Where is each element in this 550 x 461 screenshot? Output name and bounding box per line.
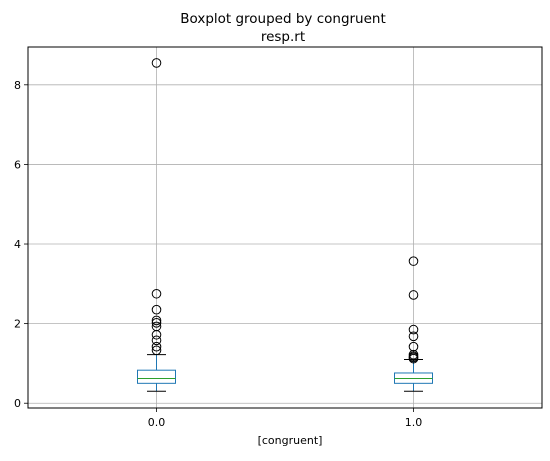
y-tick-label: 8	[14, 79, 21, 92]
outlier-point	[408, 256, 419, 266]
outlier-point	[151, 318, 162, 328]
boxes	[137, 58, 433, 392]
outlier-point	[151, 288, 162, 299]
y-tick-label: 2	[14, 318, 21, 331]
outlier-point	[151, 341, 162, 352]
box-1.0	[394, 256, 433, 392]
outlier-point	[408, 290, 419, 300]
outlier-point	[408, 349, 419, 360]
chart-title: Boxplot grouped by congruent	[180, 11, 386, 27]
plot-frame	[27, 46, 543, 409]
outlier-point	[151, 58, 162, 68]
y-tick-label: 6	[14, 158, 21, 171]
x-axis-label: [congruent]	[258, 434, 323, 447]
outlier-point	[151, 315, 162, 326]
outlier-point	[408, 341, 419, 352]
axes: 0 2 4 6 8 0.0 1.0	[14, 79, 422, 429]
y-tick-label: 4	[14, 238, 21, 251]
grid	[28, 47, 542, 408]
box-0.0	[137, 58, 176, 392]
outlier-point	[151, 321, 162, 332]
outlier-point	[151, 304, 162, 315]
box-iqr	[137, 369, 176, 384]
outlier-point	[408, 324, 419, 335]
x-tick-label: 0.0	[148, 416, 166, 429]
y-tick-label: 0	[14, 397, 21, 410]
x-tick-label: 1.0	[405, 416, 423, 429]
outlier-point	[408, 331, 419, 342]
chart-subtitle: resp.rt	[261, 29, 305, 45]
outlier-point	[151, 335, 162, 346]
outlier-point	[151, 345, 162, 356]
